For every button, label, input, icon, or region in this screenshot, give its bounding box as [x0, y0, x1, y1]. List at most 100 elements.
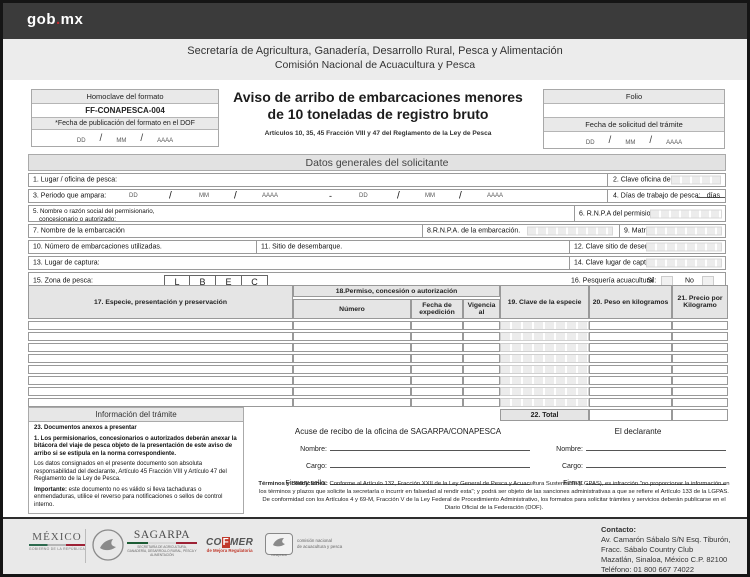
solicitud-date-dd[interactable]: DD: [585, 140, 595, 146]
numero-cell[interactable]: [293, 387, 411, 396]
declarante-cargo-line[interactable]: [586, 460, 726, 468]
clave-sitio-input[interactable]: [646, 242, 722, 252]
precio-cell[interactable]: [672, 343, 729, 352]
especie-cell[interactable]: [28, 321, 293, 330]
especie-cell[interactable]: [28, 343, 293, 352]
peso-cell[interactable]: [589, 398, 673, 407]
vigencia-cell[interactable]: [463, 365, 501, 374]
especie-cell[interactable]: [28, 387, 293, 396]
clave-especie-cell[interactable]: [500, 365, 590, 374]
clave-especie-cell[interactable]: [500, 354, 590, 363]
matricula-input[interactable]: [646, 226, 722, 236]
especie-cell[interactable]: [28, 332, 293, 341]
dof-date-mm[interactable]: MM: [116, 138, 127, 144]
periodo-to-dd[interactable]: DD: [359, 193, 368, 199]
vigencia-cell[interactable]: [463, 387, 501, 396]
precio-cell[interactable]: [672, 387, 729, 396]
numero-cell[interactable]: [293, 343, 411, 352]
especie-cell[interactable]: [28, 354, 293, 363]
periodo-from-dd[interactable]: DD: [129, 193, 138, 199]
peso-cell[interactable]: [589, 354, 673, 363]
peso-cell[interactable]: [589, 387, 673, 396]
nombre-label: Nombre:: [556, 446, 583, 453]
vigencia-cell[interactable]: [463, 321, 501, 330]
vigencia-cell[interactable]: [463, 398, 501, 407]
periodo-from-mm[interactable]: MM: [199, 193, 209, 199]
numero-cell[interactable]: [293, 376, 411, 385]
field-label-periodo: 3. Periodo que ampara:: [33, 192, 107, 200]
solicitud-date-yyyy[interactable]: AAAA: [666, 140, 683, 146]
lugar-oficina-input[interactable]: [129, 174, 325, 186]
sitio-desembarque-input[interactable]: [349, 241, 559, 253]
periodo-to-yyyy[interactable]: AAAA: [487, 193, 504, 199]
numero-cell[interactable]: [293, 321, 411, 330]
folio-field[interactable]: [544, 104, 724, 118]
clave-oficina-input[interactable]: [671, 175, 721, 185]
total-peso-cell[interactable]: [589, 409, 673, 421]
fecha-cell[interactable]: [411, 354, 463, 363]
peso-cell[interactable]: [589, 332, 673, 341]
homoclave-box: Homoclave del formato FF-CONAPESCA-004 *…: [31, 89, 219, 147]
declarante-nombre-line[interactable]: [586, 443, 726, 451]
precio-cell[interactable]: [672, 398, 729, 407]
dias-trabajo-input[interactable]: [697, 197, 725, 199]
acuse-firma-line[interactable]: [330, 477, 530, 485]
peso-cell[interactable]: [589, 321, 673, 330]
vigencia-cell[interactable]: [463, 376, 501, 385]
fecha-cell[interactable]: [411, 398, 463, 407]
clave-especie-cell[interactable]: [500, 398, 590, 407]
numero-cell[interactable]: [293, 398, 411, 407]
precio-cell[interactable]: [672, 365, 729, 374]
fecha-cell[interactable]: [411, 343, 463, 352]
acuse-cargo-line[interactable]: [330, 460, 530, 468]
clave-especie-cell[interactable]: [500, 387, 590, 396]
peso-cell[interactable]: [589, 365, 673, 374]
solicitud-date-field[interactable]: DD / MM / AAAA: [544, 132, 724, 148]
especie-cell[interactable]: [28, 365, 293, 374]
fecha-cell[interactable]: [411, 365, 463, 374]
nombre-embarcacion-input[interactable]: [139, 225, 419, 237]
lugar-captura-input[interactable]: [119, 257, 559, 269]
fecha-cell[interactable]: [411, 387, 463, 396]
especie-cell[interactable]: [28, 398, 293, 407]
clave-especie-cell[interactable]: [500, 376, 590, 385]
peso-cell[interactable]: [589, 376, 673, 385]
fecha-cell[interactable]: [411, 376, 463, 385]
numero-cell[interactable]: [293, 354, 411, 363]
numero-cell[interactable]: [293, 332, 411, 341]
razon-social-input[interactable]: [189, 206, 525, 221]
clave-especie-cell[interactable]: [500, 343, 590, 352]
peso-cell[interactable]: [589, 343, 673, 352]
rnpa-embarcacion-input[interactable]: [527, 226, 613, 236]
eagle-seal-icon: [91, 528, 125, 567]
vigencia-cell[interactable]: [463, 332, 501, 341]
clave-lugar-captura-input[interactable]: [646, 258, 722, 268]
vigencia-cell[interactable]: [463, 343, 501, 352]
precio-cell[interactable]: [672, 332, 729, 341]
precio-cell[interactable]: [672, 376, 729, 385]
solicitud-date-mm[interactable]: MM: [625, 140, 636, 146]
dof-date-yyyy[interactable]: AAAA: [157, 138, 174, 144]
total-precio-cell[interactable]: [672, 409, 729, 421]
acuse-firma-row: Firma y sello:: [255, 477, 541, 487]
fecha-cell[interactable]: [411, 321, 463, 330]
vigencia-cell[interactable]: [463, 354, 501, 363]
rnpa-permisionario-input[interactable]: [650, 209, 722, 218]
declarante-firma-line[interactable]: [586, 477, 726, 485]
contact-block: Contacto: Av. Camarón Sábalo S/N Esq. Ti…: [601, 525, 730, 574]
clave-especie-cell[interactable]: [500, 332, 590, 341]
periodo-from-yyyy[interactable]: AAAA: [262, 193, 279, 199]
col-permiso-header: 18.Permiso, concesión o autorización: [293, 285, 501, 297]
secretariat-line2: Comisión Nacional de Acuacultura y Pesca: [274, 59, 476, 71]
periodo-to-mm[interactable]: MM: [425, 193, 435, 199]
dof-date-field[interactable]: DD / MM / AAAA: [32, 130, 218, 146]
precio-cell[interactable]: [672, 354, 729, 363]
acuse-nombre-line[interactable]: [330, 443, 530, 451]
fecha-cell[interactable]: [411, 332, 463, 341]
numero-cell[interactable]: [293, 365, 411, 374]
date-separator: /: [234, 190, 237, 202]
especie-cell[interactable]: [28, 376, 293, 385]
clave-especie-cell[interactable]: [500, 321, 590, 330]
dof-date-dd[interactable]: DD: [76, 138, 86, 144]
precio-cell[interactable]: [672, 321, 729, 330]
